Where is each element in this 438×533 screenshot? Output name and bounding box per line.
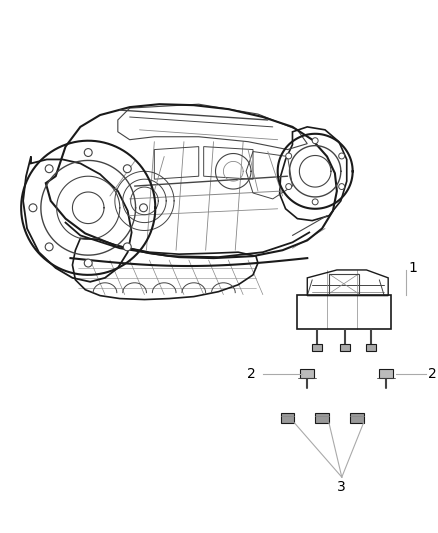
Circle shape <box>84 149 92 157</box>
Circle shape <box>124 165 131 173</box>
Circle shape <box>29 204 37 212</box>
Bar <box>350 413 364 423</box>
Circle shape <box>45 243 53 251</box>
Circle shape <box>140 204 148 212</box>
Circle shape <box>312 138 318 144</box>
Bar <box>340 344 350 351</box>
Circle shape <box>312 199 318 205</box>
Circle shape <box>339 183 345 190</box>
Bar <box>315 413 329 423</box>
Circle shape <box>124 243 131 251</box>
Text: 1: 1 <box>409 261 418 275</box>
Circle shape <box>339 153 345 159</box>
Bar <box>300 369 314 378</box>
Circle shape <box>286 183 292 190</box>
Circle shape <box>84 259 92 267</box>
Bar <box>379 369 393 378</box>
Bar <box>367 344 376 351</box>
Bar <box>312 344 322 351</box>
Text: 2: 2 <box>247 367 256 381</box>
Text: 3: 3 <box>337 480 346 494</box>
Circle shape <box>286 153 292 159</box>
Circle shape <box>45 165 53 173</box>
Bar <box>281 413 294 423</box>
Text: 2: 2 <box>427 367 436 381</box>
